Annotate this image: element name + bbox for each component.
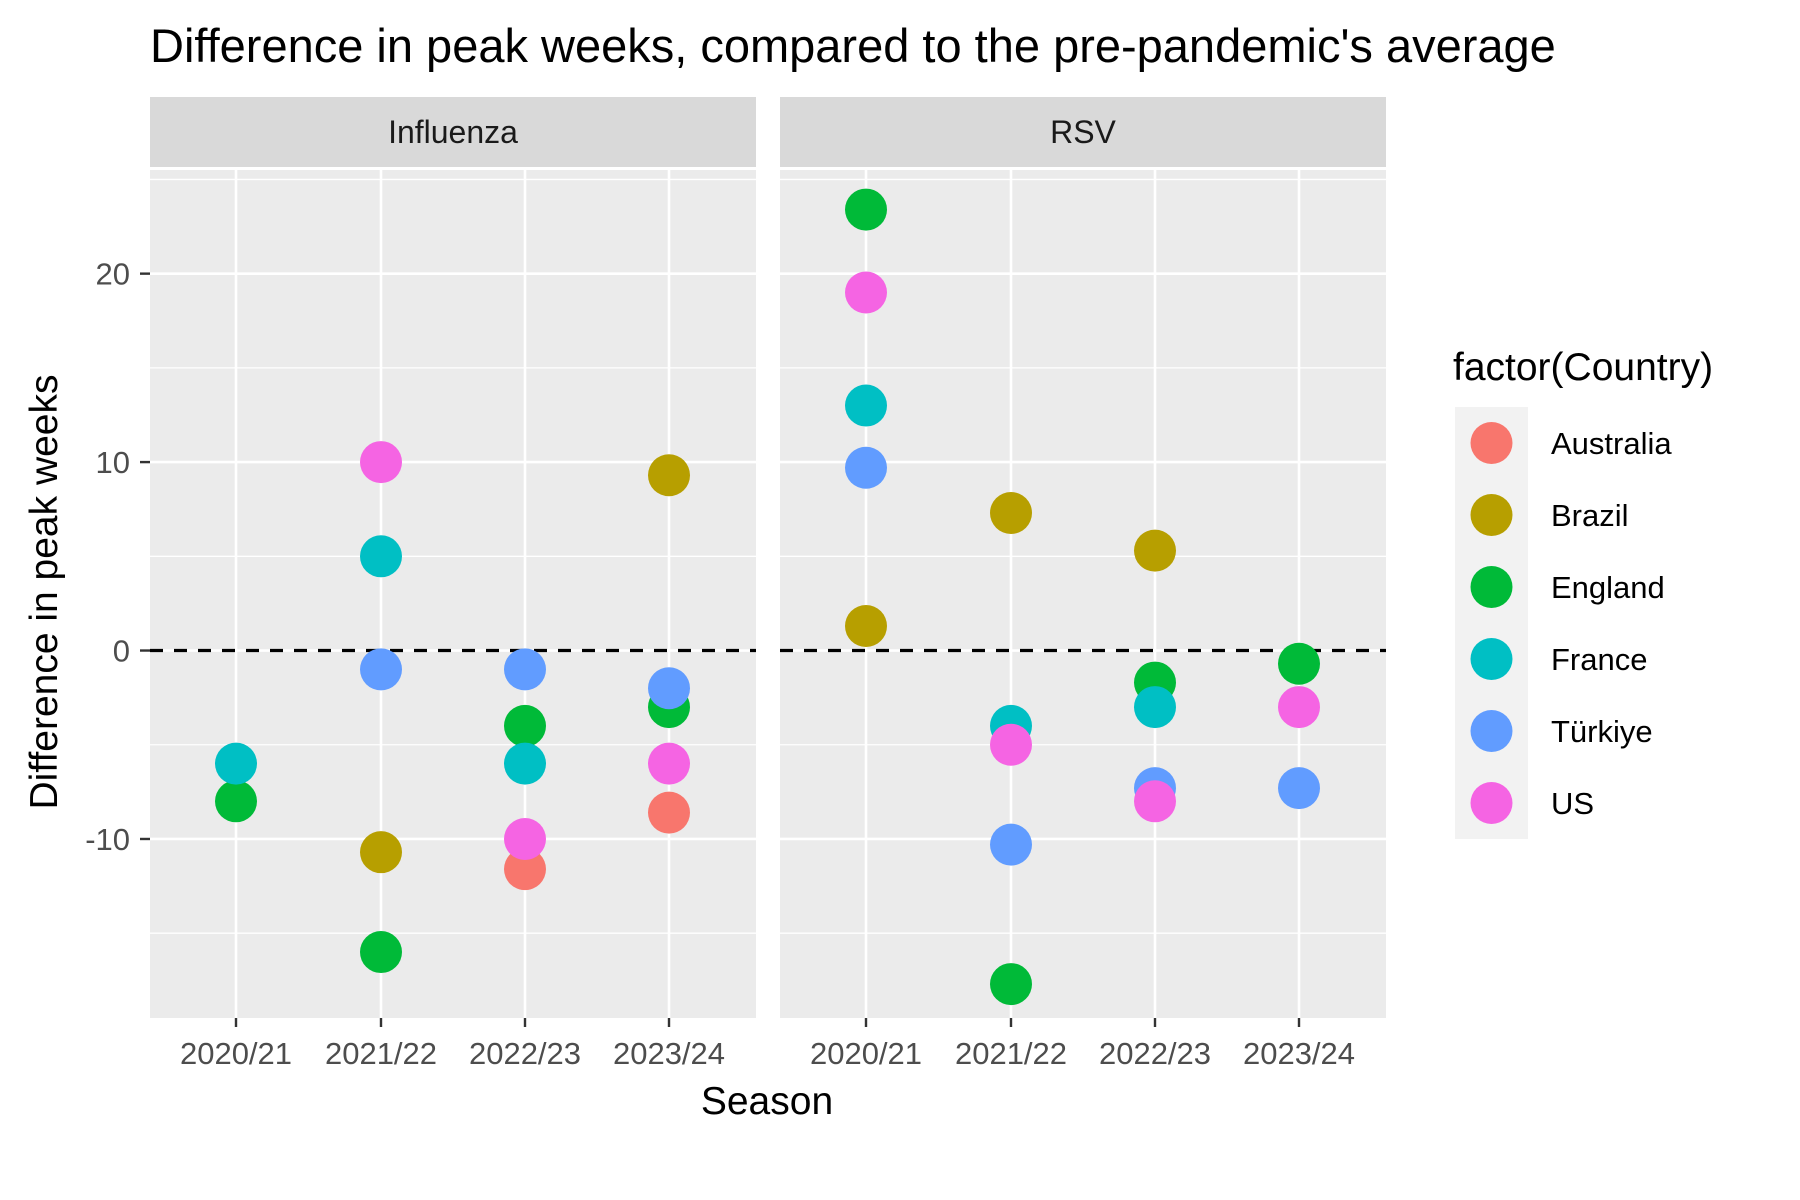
data-point-brazil <box>990 491 1032 534</box>
x-tick-label: 2020/21 <box>810 1036 922 1071</box>
x-axis-title: Season <box>701 1080 833 1123</box>
facet-strip <box>780 97 1386 167</box>
data-point-us <box>360 441 402 484</box>
data-point-türkiye <box>845 446 887 489</box>
data-point-türkiye <box>648 667 690 710</box>
y-tick-label: 20 <box>96 257 130 292</box>
data-point-türkiye <box>1278 767 1320 810</box>
legend: factor(Country) Australia Brazil England Fr… <box>1453 346 1713 839</box>
data-point-us <box>1134 780 1176 823</box>
data-point-england <box>215 780 257 823</box>
legend-label: England <box>1551 570 1665 605</box>
data-point-australia <box>504 848 546 891</box>
data-point-brazil <box>1134 529 1176 572</box>
legend-label: Brazil <box>1551 498 1629 533</box>
data-point-us <box>990 723 1032 766</box>
legend-title: factor(Country) <box>1453 346 1713 389</box>
facet-strip-label: RSV <box>1050 114 1116 150</box>
legend-label: Australia <box>1551 426 1672 461</box>
legend-swatch-australia <box>1470 422 1513 464</box>
x-tick-label: 2021/22 <box>955 1036 1067 1071</box>
data-point-england <box>360 931 402 974</box>
facet-panel-rsv: RSV 2020/21 2021/22 2022/23 2023/24 <box>780 97 1386 1071</box>
x-tick-label: 2023/24 <box>1243 1036 1355 1071</box>
data-point-brazil <box>648 454 690 497</box>
legend-key-background <box>1455 407 1528 839</box>
data-point-türkiye <box>360 648 402 691</box>
y-tick-label: -10 <box>85 822 130 857</box>
y-axis-title: Difference in peak weeks <box>23 374 66 809</box>
legend-label: US <box>1551 786 1594 821</box>
data-point-france <box>1134 686 1176 729</box>
y-axis: -10 0 10 20 <box>85 257 150 857</box>
x-tick-label: 2022/23 <box>1099 1036 1211 1071</box>
data-point-england <box>990 963 1032 1006</box>
facet-strip <box>150 97 756 167</box>
data-point-france <box>360 535 402 578</box>
x-tick-label: 2021/22 <box>325 1036 437 1071</box>
data-point-us <box>648 742 690 785</box>
data-point-brazil <box>845 605 887 648</box>
panel-background <box>780 170 1386 1018</box>
facet-strip-label: Influenza <box>388 114 518 150</box>
data-point-france <box>845 384 887 427</box>
data-point-us <box>845 271 887 314</box>
data-point-türkiye <box>504 648 546 691</box>
data-point-france <box>215 742 257 785</box>
y-tick-label: 0 <box>113 634 130 669</box>
data-point-england <box>845 188 887 231</box>
legend-swatch-us <box>1470 782 1513 824</box>
data-point-australia <box>648 791 690 834</box>
data-point-england <box>1278 642 1320 685</box>
data-point-us <box>1278 686 1320 729</box>
data-point-england <box>504 704 546 747</box>
legend-label: France <box>1551 642 1647 677</box>
facet-panel-influenza: Influenza 2020/21 2021/22 2022/23 2023/24 <box>150 97 756 1071</box>
panel-background <box>150 170 756 1018</box>
legend-label: Türkiye <box>1551 714 1653 749</box>
legend-swatch-türkiye <box>1470 710 1513 752</box>
data-point-france <box>504 742 546 785</box>
legend-swatch-england <box>1470 566 1513 608</box>
data-point-brazil <box>360 831 402 874</box>
legend-items: Australia Brazil England France Türkiye US <box>1455 407 1672 839</box>
y-tick-label: 10 <box>96 445 130 480</box>
data-point-türkiye <box>990 823 1032 866</box>
x-tick-label: 2022/23 <box>469 1036 581 1071</box>
x-tick-label: 2023/24 <box>613 1036 725 1071</box>
chart-title: Difference in peak weeks, compared to th… <box>150 19 1556 72</box>
legend-swatch-france <box>1470 638 1513 680</box>
data-point-us <box>504 817 546 860</box>
legend-swatch-brazil <box>1470 494 1513 536</box>
x-tick-label: 2020/21 <box>180 1036 292 1071</box>
